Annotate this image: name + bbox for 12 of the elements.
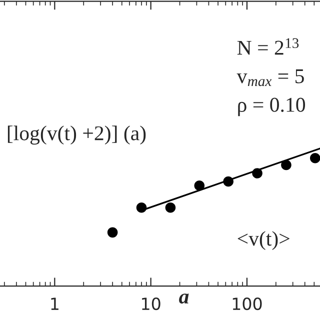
text: N = 2$^{13}$ — [237, 38, 299, 55]
x-tick-label: 10 — [142, 297, 160, 310]
x-tick-label: 1 — [51, 298, 58, 310]
text: [log(v(t) +2)] (a) — [8, 126, 146, 145]
point — [107, 227, 118, 238]
x-axis-title: a — [179, 294, 189, 304]
text: v$_{max}$ = 5 — [236, 69, 304, 86]
annotation: <v(t)> — [238, 231, 290, 250]
point — [165, 202, 176, 213]
point — [310, 152, 320, 164]
text: ρ = 0.10 — [238, 98, 306, 116]
x-tick-label: 100 — [232, 297, 262, 310]
